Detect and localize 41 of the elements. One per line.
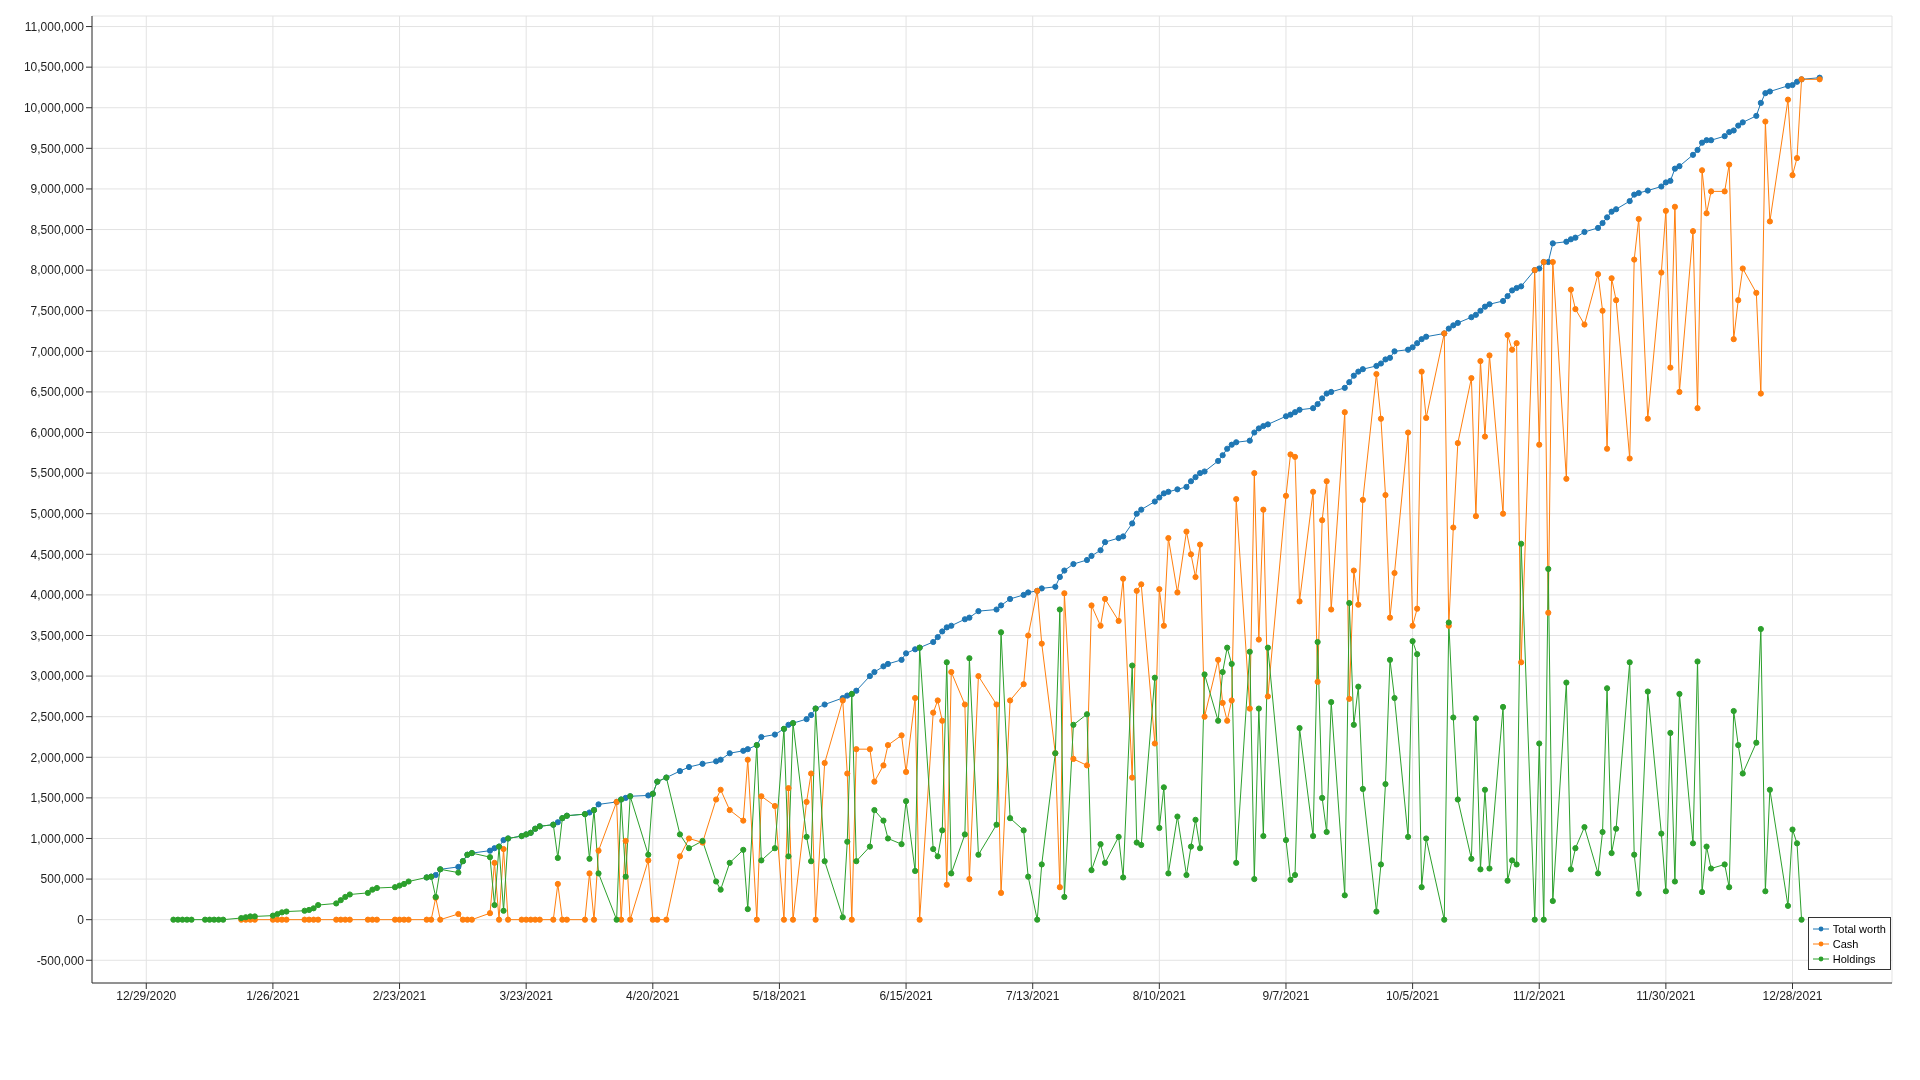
legend-label: Holdings <box>1832 952 1876 965</box>
y-tick-label: 4,000,000 <box>30 588 85 603</box>
legend-label: Total worth <box>1832 922 1886 935</box>
y-tick-label: 500,000 <box>40 872 85 887</box>
x-tick-label: 1/26/2021 <box>246 988 300 1003</box>
y-tick-label: 8,500,000 <box>30 222 85 237</box>
y-tick-label: 6,000,000 <box>30 425 85 440</box>
y-tick-label: 10,000,000 <box>23 101 85 116</box>
x-tick-label: 2/23/2021 <box>372 988 427 1003</box>
x-tick-label: 4/20/2021 <box>626 988 680 1003</box>
y-tick-label: 5,500,000 <box>30 466 85 481</box>
y-tick-label: 2,500,000 <box>30 709 85 724</box>
x-tick-label: 6/15/2021 <box>879 988 934 1003</box>
x-tick-label: 5/18/2021 <box>752 988 807 1003</box>
legend-label: Cash <box>1832 937 1859 950</box>
y-tick-label: 5,000,000 <box>30 506 85 521</box>
y-tick-label: 10,500,000 <box>23 60 85 75</box>
y-tick-label: 6,500,000 <box>30 385 85 400</box>
x-tick-label: 9/7/2021 <box>1262 988 1310 1003</box>
y-tick-label: 2,000,000 <box>30 750 85 765</box>
x-tick-label: 10/5/2021 <box>1385 988 1440 1003</box>
y-tick-label: 3,000,000 <box>30 669 85 684</box>
y-tick-label: 8,000,000 <box>30 263 85 278</box>
x-tick-label: 11/2/2021 <box>1512 988 1566 1003</box>
y-tick-label: 7,500,000 <box>30 303 85 318</box>
y-tick-label: 9,000,000 <box>30 182 85 197</box>
y-tick-label: 7,000,000 <box>30 344 85 359</box>
y-tick-label: 4,500,000 <box>30 547 85 562</box>
y-tick-label: 1,500,000 <box>30 791 85 806</box>
y-tick-label: 0 <box>77 912 85 927</box>
y-tick-label: -500,000 <box>36 953 85 968</box>
x-tick-label: 3/23/2021 <box>499 988 554 1003</box>
y-tick-label: 11,000,000 <box>24 19 85 34</box>
x-tick-label: 7/13/2021 <box>1006 988 1060 1003</box>
y-tick-label: 9,500,000 <box>30 141 85 156</box>
y-tick-label: 1,000,000 <box>30 831 85 846</box>
y-tick-label: 3,500,000 <box>30 628 85 643</box>
x-tick-label: 11/30/2021 <box>1636 988 1696 1003</box>
x-tick-label: 12/29/2020 <box>116 988 177 1003</box>
x-tick-label: 8/10/2021 <box>1132 988 1187 1003</box>
x-tick-label: 12/28/2021 <box>1762 988 1823 1003</box>
